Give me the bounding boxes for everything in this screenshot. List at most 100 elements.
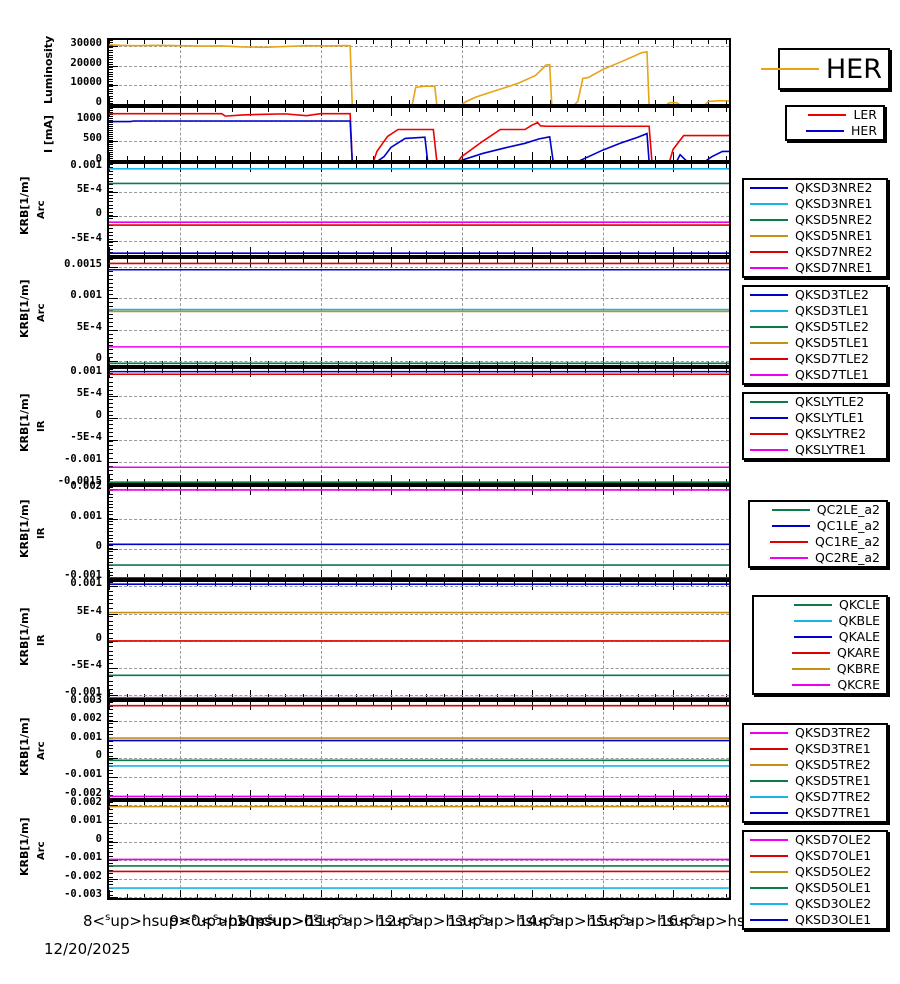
legend-label: QKBRE <box>836 660 880 676</box>
axis-tick-y-minor <box>109 142 113 143</box>
y-tick-label: -0.0015 <box>57 474 102 487</box>
axis-tick-x-top <box>620 40 622 44</box>
axis-tick-x <box>673 890 675 898</box>
legend-label: QC1RE_a2 <box>815 533 880 549</box>
legend-qk[interactable]: QKCLE QKBLE QKALE QKARE QKBRE QKCRE <box>752 595 888 695</box>
legend-item[interactable]: QKSD5NRE2 <box>744 212 886 228</box>
legend-label: QKSD7OLE2 <box>795 831 872 847</box>
axis-tick-x-top <box>250 108 252 116</box>
axis-tick-y <box>109 878 118 880</box>
plot-area-krb-ir-qksly[interactable] <box>107 367 731 485</box>
plot-area-krb-arc-ole[interactable] <box>107 800 731 900</box>
plot-area-current[interactable] <box>107 106 731 162</box>
axis-tick-x-top <box>479 802 481 806</box>
legend-item[interactable]: QC2LE_a2 <box>750 502 886 518</box>
axis-tick-x <box>391 690 393 698</box>
axis-tick-y-minor <box>109 741 113 743</box>
legend-qksd-nre[interactable]: QKSD3NRE2 QKSD3NRE1 QKSD5NRE2 QKSD5NRE1 QKSD… <box>742 178 888 278</box>
legend-item[interactable]: QC1RE_a2 <box>750 534 886 550</box>
legend-item[interactable]: QKSD3TRE1 <box>744 741 886 757</box>
axis-tick-y-minor <box>109 520 113 522</box>
legend-item[interactable]: QKSD3OLE1 <box>744 912 886 928</box>
axis-tick-x <box>320 96 322 104</box>
legend-color-swatch <box>750 732 788 734</box>
x-tick-label: 8<sup>hsup>0<sup>msup>0s <box>83 912 319 930</box>
legend-item[interactable]: QKSD7OLE2 <box>744 832 886 848</box>
legend-item[interactable]: QKSD5TLE2 <box>744 319 886 335</box>
axis-tick-x-top <box>179 108 181 116</box>
y-tick-label: -0.001 <box>64 768 102 780</box>
legend-item[interactable]: QKSLYTLE2 <box>744 394 886 410</box>
axis-tick-x-top <box>637 40 639 44</box>
legend-item[interactable]: QKSD5TLE1 <box>744 335 886 351</box>
legend-item[interactable]: QKCRE <box>754 677 886 693</box>
plot-area-krb-arc-tre[interactable] <box>107 700 731 800</box>
legend-item[interactable]: HER <box>760 50 888 88</box>
axis-tick-y-minor <box>109 76 113 78</box>
axis-tick-y-minor <box>109 49 113 51</box>
legend-qksd-ole[interactable]: QKSD7OLE2 QKSD7OLE1 QKSD5OLE2 QKSD5OLE1 QKSD… <box>742 830 888 930</box>
legend-item[interactable]: QKSD3NRE2 <box>744 180 886 196</box>
axis-tick-x <box>584 574 586 578</box>
legend-item[interactable]: QKSD5NRE1 <box>744 228 886 244</box>
plot-area-luminosity[interactable] <box>107 38 731 106</box>
axis-tick-x <box>197 894 199 898</box>
legend-item[interactable]: QKCLE <box>754 597 886 613</box>
legend-item[interactable]: QKSD3TRE2 <box>744 725 886 741</box>
plot-area-krb-arc-nre[interactable] <box>107 162 731 257</box>
legend-item[interactable]: QKSLYTLE1 <box>744 410 886 426</box>
axis-tick-x-top <box>338 259 340 263</box>
legend-item[interactable]: LER <box>787 107 883 123</box>
legend-item[interactable]: QKSD7TLE2 <box>744 351 886 367</box>
legend-item[interactable]: QKBRE <box>754 661 886 677</box>
legend-item[interactable]: QKSD7TLE1 <box>744 367 886 383</box>
axis-tick-x <box>673 357 675 365</box>
legend-item[interactable]: QKSD7TRE2 <box>744 789 886 805</box>
legend-qksly[interactable]: QKSLYTLE2 QKSLYTLE1 QKSLYTRE2 QKSLYTRE1 <box>742 392 888 460</box>
legend-item[interactable]: QKSD7OLE1 <box>744 848 886 864</box>
legend-item[interactable]: QKARE <box>754 645 886 661</box>
legend-item[interactable]: QKSD3OLE2 <box>744 896 886 912</box>
legend-item[interactable]: QKSLYTRE1 <box>744 442 886 458</box>
legend-color-swatch <box>750 796 788 798</box>
plot-area-krb-ir-qc[interactable] <box>107 485 731 580</box>
legend-item[interactable]: QC1LE_a2 <box>750 518 886 534</box>
series-layer-krb-arc-ole <box>109 805 729 889</box>
axis-tick-x-top <box>161 802 163 806</box>
legend-item[interactable]: HER <box>787 123 883 139</box>
legend-qksd-tre[interactable]: QKSD3TRE2 QKSD3TRE1 QKSD5TRE2 QKSD5TRE1 QKSD… <box>742 723 888 823</box>
legend-item[interactable]: QKSD5OLE1 <box>744 880 886 896</box>
legend-color-swatch <box>791 668 830 670</box>
legend-qksd-tle[interactable]: QKSD3TLE2 QKSD3TLE1 QKSD5TLE2 QKSD5TLE1 QKSD… <box>742 285 888 385</box>
axis-tick-x <box>584 100 586 104</box>
legend-item[interactable]: QKBLE <box>754 613 886 629</box>
axis-tick-y-minor <box>109 238 113 240</box>
legend-item[interactable]: QKSD3TLE2 <box>744 287 886 303</box>
legend-item[interactable]: QKSD5TRE1 <box>744 773 886 789</box>
legend-item[interactable]: QKSD7NRE1 <box>744 260 886 276</box>
legend-item[interactable]: QKSD3TLE1 <box>744 303 886 319</box>
legend-label: QKSD3OLE2 <box>795 895 872 911</box>
legend-item[interactable]: QKALE <box>754 629 886 645</box>
legend-item[interactable]: QC2RE_a2 <box>750 550 886 566</box>
legend-item[interactable]: QKSLYTRE2 <box>744 426 886 442</box>
legend-item[interactable]: QKSD5OLE2 <box>744 864 886 880</box>
axis-tick-x <box>285 574 287 578</box>
plot-area-krb-ir-qk[interactable] <box>107 580 731 700</box>
axis-tick-x-top <box>408 164 410 168</box>
legend-item[interactable]: QKSD7TRE1 <box>744 805 886 821</box>
legend-item[interactable]: QKSD3NRE1 <box>744 196 886 212</box>
legend-color-swatch <box>771 525 810 527</box>
legend-label: QC1LE_a2 <box>816 517 880 533</box>
legend-item[interactable]: QKSD5TRE2 <box>744 757 886 773</box>
legend-luminosity[interactable]: HER <box>760 48 890 90</box>
gridline-vertical <box>461 369 463 483</box>
legend-current[interactable]: LER HER <box>785 105 885 141</box>
plot-area-krb-arc-tle[interactable] <box>107 257 731 367</box>
legend-qc[interactable]: QC2LE_a2 QC1LE_a2 QC1RE_a2 QC2RE_a2 <box>748 500 888 568</box>
legend-item[interactable]: QKSD7NRE2 <box>744 244 886 260</box>
axis-tick-x-top <box>302 487 304 491</box>
axis-tick-x-top <box>285 108 287 112</box>
axis-tick-x <box>214 156 216 160</box>
axis-tick-y-minor <box>109 369 113 370</box>
